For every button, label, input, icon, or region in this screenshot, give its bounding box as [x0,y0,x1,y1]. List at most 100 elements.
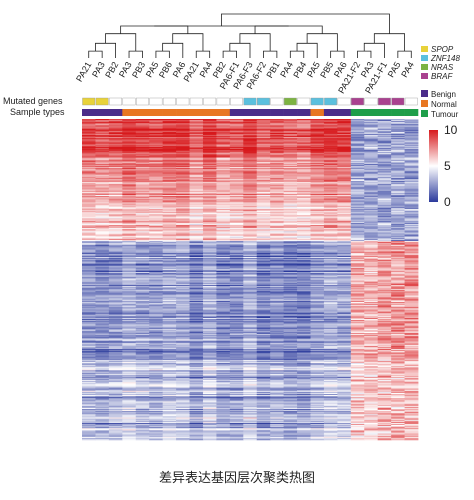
heatmap-cell [270,313,284,316]
heatmap-cell [189,262,204,264]
heatmap-cell [229,228,244,230]
heatmap-cell [229,289,244,291]
heatmap-cell [270,296,284,298]
heatmap-cell [256,178,271,181]
heatmap-cell [323,229,338,231]
heatmap-cell [149,157,164,159]
heatmap-cell [243,316,258,319]
heatmap-cell [270,208,284,211]
heatmap-cell [122,192,137,195]
heatmap-cell [216,305,231,307]
heatmap-cell [404,158,419,160]
heatmap-cell [297,173,311,175]
heatmap-cell [82,146,96,149]
heatmap-cell [122,281,137,284]
heatmap-cell [243,307,258,309]
heatmap-cell [310,309,325,311]
heatmap-cell [216,245,231,247]
heatmap-cell [256,232,271,234]
heatmap-cell [95,213,110,215]
heatmap-cell [202,135,217,137]
heatmap-cell [108,138,123,140]
heatmap-cell [377,252,392,255]
heatmap-cell [310,251,325,254]
heatmap-cell [270,285,284,288]
heatmap-cell [391,175,405,178]
heatmap-cell [350,203,365,205]
heatmap-cell [189,144,204,147]
heatmap-cell [176,278,190,280]
heatmap-cell [95,168,110,170]
heatmap-cell [297,186,311,188]
heatmap-cell [216,266,231,269]
heatmap-cell [229,187,244,189]
heatmap-cell [176,237,190,240]
heatmap-cell [82,284,96,287]
heatmap-cell [391,198,405,200]
heatmap-cell [270,238,284,241]
sample-type-cell [176,109,190,116]
heatmap-cell [108,121,123,123]
heatmap-cell [256,136,271,138]
heatmap-cell [391,228,405,230]
heatmap-cell [95,208,110,211]
heatmap-cell [270,251,284,254]
heatmap-cell [189,250,204,252]
heatmap-cell [310,214,325,216]
heatmap-cell [256,179,271,182]
heatmap-cell [216,193,231,196]
heatmap-cell [122,311,137,313]
heatmap-cell [323,177,338,180]
heatmap-cell [108,312,123,315]
heatmap-cell [149,178,164,181]
heatmap-cell [162,301,177,304]
heatmap-cell [82,124,96,126]
heatmap-cell [337,215,352,217]
heatmap-cell [202,202,217,204]
heatmap-cell [256,267,271,270]
heatmap-cell [95,323,110,325]
heatmap-cell [202,230,217,232]
heatmap-cell [377,249,392,251]
heatmap-cell [256,291,271,293]
heatmap-cell [95,315,110,318]
heatmap-cell [122,319,137,321]
heatmap-cell [82,294,96,296]
heatmap-cell [95,123,110,125]
heatmap-cell [377,260,392,262]
heatmap-cell [283,142,298,144]
heatmap-cell [189,311,204,313]
heatmap-cell [189,160,204,163]
heatmap-cell [391,318,405,320]
heatmap-cell [337,252,352,255]
dendrogram-link [120,25,189,34]
heatmap-cell [202,254,217,257]
heatmap-cell [82,306,96,308]
heatmap-cell [364,170,379,172]
heatmap-cell [162,310,177,312]
heatmap-cell [377,251,392,254]
heatmap-cell [82,152,96,154]
heatmap-cell [391,294,405,296]
heatmap-cell [229,267,244,270]
heatmap-cell [122,206,137,209]
heatmap-cell [135,299,150,302]
heatmap-cell [229,248,244,250]
heatmap-cell [404,157,419,159]
heatmap-cell [323,242,338,244]
heatmap-cell [122,310,137,312]
heatmap-cell [391,295,405,297]
heatmap-cell [149,298,164,301]
heatmap-cell [377,261,392,263]
heatmap-cell [256,132,271,135]
heatmap-cell [149,303,164,305]
heatmap-cell [364,309,379,311]
mutated-gene-cell [189,97,203,106]
heatmap-cell [108,290,123,292]
heatmap-cell [404,177,419,180]
heatmap-cell [377,273,392,275]
heatmap-cell [283,188,298,190]
heatmap-cell [364,313,379,316]
heatmap-cell [243,146,258,149]
heatmap-cell [229,145,244,148]
